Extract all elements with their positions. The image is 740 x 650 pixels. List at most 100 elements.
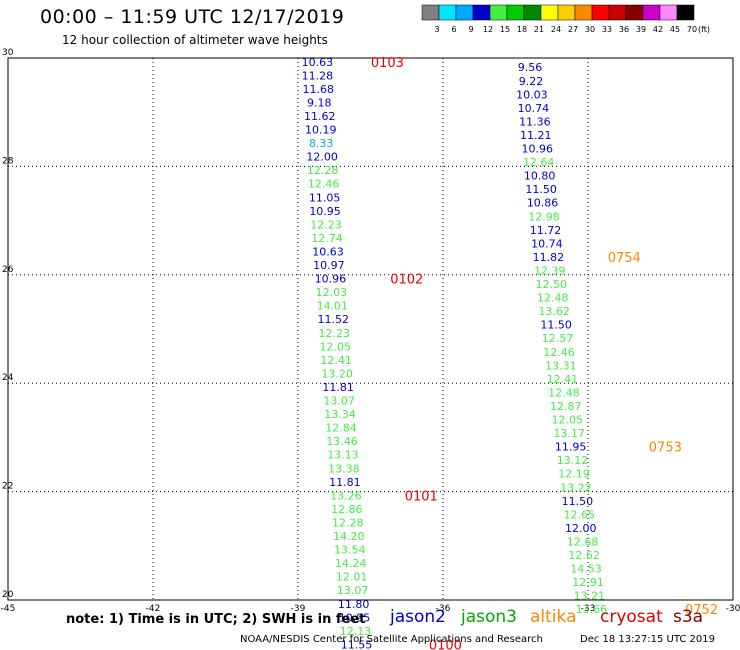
x-tick-label: -33: [581, 604, 596, 614]
swh-value-label: 9.18: [307, 96, 332, 109]
swh-value-label: 13.07: [337, 584, 369, 597]
swh-value-label: 14.24: [335, 557, 367, 570]
x-tick-label: -36: [436, 604, 451, 614]
swh-value-label: 11.50: [525, 183, 557, 196]
chart-subtitle: 12 hour collection of altimeter wave hei…: [62, 33, 328, 47]
swh-value-label: 14.01: [317, 300, 349, 313]
swh-value-label: 9.56: [518, 61, 543, 74]
colorbar-tick-label: 36: [619, 25, 629, 34]
x-tick-label: -45: [1, 604, 16, 614]
footer-credit: NOAA/NESDIS Center for Satellite Applica…: [240, 634, 543, 645]
footer-timestamp: Dec 18 13:27:15 UTC 2019: [580, 634, 715, 645]
swh-value-label: 11.50: [540, 319, 572, 332]
swh-value-label: 12.39: [534, 264, 566, 277]
swh-value-label: 10.95: [309, 205, 341, 218]
swh-value-label: 11.82: [533, 251, 565, 264]
swh-value-label: 11.36: [519, 115, 551, 128]
swh-value-label: 10.97: [313, 259, 345, 272]
colorbar-tick-label: 24: [551, 25, 561, 34]
swh-value-label: 11.21: [520, 129, 552, 142]
swh-value-label: 12.41: [547, 373, 579, 386]
y-tick-label: 26: [2, 265, 14, 275]
swh-value-label: 12.23: [310, 218, 342, 231]
swh-value-label: 12.68: [567, 535, 599, 548]
chart-title: 00:00 – 11:59 UTC 12/17/2019: [40, 6, 345, 28]
swh-value-label: 12.87: [550, 400, 582, 413]
swh-value-label: 13.13: [327, 449, 359, 462]
x-tick-label: -30: [726, 604, 740, 614]
swh-value-label: 12.84: [325, 422, 357, 435]
swh-value-label: 12.48: [537, 292, 569, 305]
swh-value-label: 8.33: [309, 137, 334, 150]
time-label: 0101: [405, 489, 438, 504]
swh-value-label: 12.48: [548, 386, 580, 399]
swh-value-label: 13.38: [328, 462, 360, 475]
colorbar-tick-label: 21: [534, 25, 544, 34]
y-tick-label: 30: [2, 48, 14, 58]
time-label: 0102: [390, 273, 423, 288]
swh-value-label: 12.65: [564, 508, 596, 521]
swh-value-label: 10.86: [527, 197, 559, 210]
swh-value-label: 13.20: [321, 367, 353, 380]
swh-value-label: 12.46: [308, 178, 340, 191]
swh-value-label: 12.28: [307, 164, 339, 177]
swh-value-label: 12.86: [331, 503, 363, 516]
time-label: 0100: [429, 638, 462, 650]
swh-value-label: 11.55: [341, 638, 373, 650]
colorbar-tick-label: 15: [500, 25, 510, 34]
swh-value-label: 12.23: [319, 327, 351, 340]
swh-value-label: 13.22: [560, 481, 592, 494]
time-label: 0103: [371, 56, 404, 71]
swh-value-label: 12.05: [551, 414, 583, 427]
colorbar: 3 6 9 12 15 18 21 24 27 30 33 36 39 42 45 70 (ft): [421, 4, 710, 34]
swh-value-label: 11.05: [309, 191, 341, 204]
swh-value-label: 14.20: [333, 530, 365, 543]
swh-value-label: 12.03: [316, 286, 348, 299]
swh-value-label: 12.62: [568, 549, 600, 562]
swh-value-label: 13.62: [538, 305, 570, 318]
time-label: 0752: [685, 603, 718, 618]
x-tick-label: -42: [146, 604, 161, 614]
colorbar-tick-label: 30: [585, 25, 595, 34]
legend-jason3: jason3: [461, 607, 517, 627]
colorbar-tick-label: 33: [602, 25, 612, 34]
swh-value-label: 11.50: [562, 495, 594, 508]
swh-value-label: 12.05: [319, 340, 351, 353]
swh-value-label: 13.34: [324, 408, 356, 421]
swh-value-label: 12.57: [542, 332, 574, 345]
swh-value-label: 12.28: [332, 516, 364, 529]
swh-value-label: 11.72: [530, 224, 562, 237]
swh-value-label: 12.01: [336, 571, 368, 584]
swh-value-label: 10.74: [531, 237, 563, 250]
legend-cryosat: cryosat: [600, 607, 663, 627]
swh-value-label: 11.95: [555, 441, 587, 454]
plot-frame: [7, 57, 734, 601]
swh-value-label: 11.68: [303, 83, 335, 96]
colorbar-tick-label: 9: [468, 25, 473, 34]
swh-value-label: 11.80: [338, 598, 370, 611]
colorbar-tick-label: 45: [670, 25, 680, 34]
swh-value-label: 10.96: [522, 143, 554, 156]
x-tick-label: -39: [291, 604, 306, 614]
colorbar-tick-label: 70: [687, 25, 697, 34]
swh-value-label: 11.81: [322, 381, 354, 394]
swh-value-label: 10.74: [518, 102, 550, 115]
swh-value-label: 10.80: [524, 170, 556, 183]
swh-value-label: 13.21: [574, 590, 606, 603]
swh-value-label: 12.46: [543, 346, 575, 359]
swh-value-label: 13.31: [545, 359, 577, 372]
time-label: 0754: [608, 251, 641, 266]
swh-value-label: 12.64: [523, 156, 555, 169]
swh-value-label: 13.46: [326, 435, 358, 448]
legend-altika: altika: [530, 607, 577, 627]
swh-value-label: 11.81: [329, 476, 361, 489]
colorbar-tick-label: 39: [636, 25, 646, 34]
swh-value-label: 11.28: [302, 69, 334, 82]
y-tick-label: 22: [2, 482, 13, 492]
swh-value-label: 14.53: [570, 563, 602, 576]
colorbar-unit: (ft): [698, 25, 710, 34]
swh-value-label: 12.41: [320, 354, 352, 367]
swh-value-label: 13.54: [334, 544, 366, 557]
